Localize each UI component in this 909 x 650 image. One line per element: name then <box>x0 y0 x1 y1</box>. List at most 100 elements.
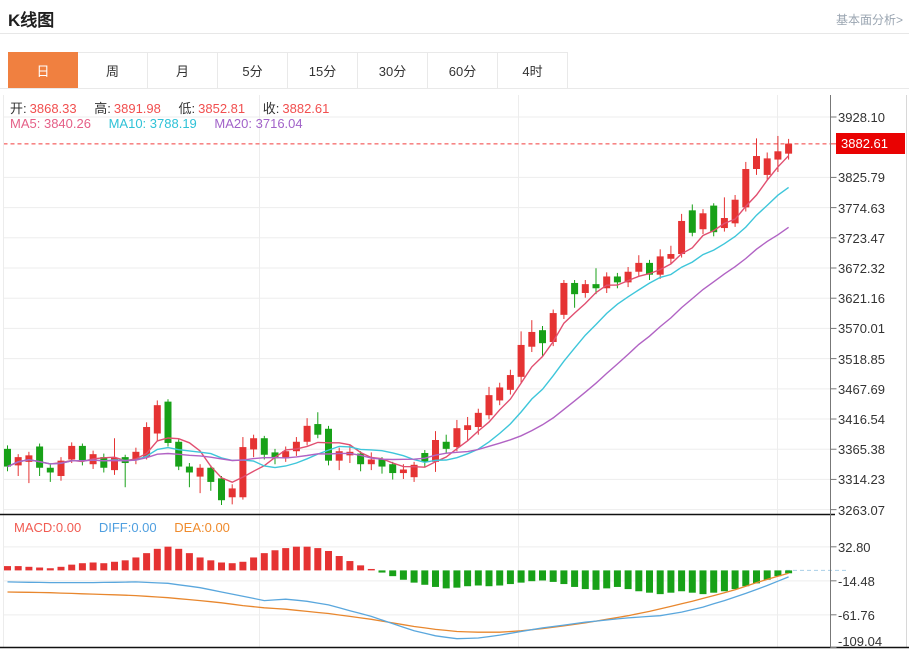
macd-bar <box>314 548 322 571</box>
macd-bar <box>517 570 525 583</box>
macd-bar <box>656 570 664 595</box>
open-label: 开: <box>10 101 27 116</box>
macd-bar <box>357 565 365 571</box>
macd-bar <box>325 550 332 571</box>
macd-bar <box>100 563 108 571</box>
kline-chart[interactable] <box>0 95 909 650</box>
macd-bar <box>646 570 653 593</box>
axis-label: 3570.01 <box>838 321 885 337</box>
axis-label: 3672.32 <box>838 261 885 276</box>
macd-bar <box>121 560 129 571</box>
candle-body <box>699 213 707 230</box>
diff-line <box>7 576 789 640</box>
tabs-underline <box>0 88 909 89</box>
candle-body <box>710 205 718 233</box>
candle-body <box>132 451 140 461</box>
ma10-value: 3788.19 <box>149 116 197 131</box>
macd-bar <box>678 570 686 592</box>
candle-body <box>410 464 418 478</box>
macd-bar <box>378 570 386 573</box>
macd-bar <box>742 570 750 587</box>
macd-bar <box>592 570 600 590</box>
candle-body <box>432 440 439 462</box>
axis-label: 3518.85 <box>838 351 885 367</box>
candle-body <box>164 401 172 443</box>
tab-30分[interactable]: 30分 <box>358 52 428 89</box>
candle-body <box>560 282 568 315</box>
candle-body <box>36 446 44 468</box>
candle-body <box>78 445 86 461</box>
candle-body <box>656 256 664 275</box>
macd-bar <box>175 548 183 571</box>
page-title: K线图 <box>8 11 55 30</box>
tab-月[interactable]: 月 <box>148 52 218 89</box>
candle-body <box>549 313 557 342</box>
axis-label: -109.04 <box>838 634 883 649</box>
candle-body <box>25 455 33 462</box>
tab-15分[interactable]: 15分 <box>288 52 358 89</box>
macd-bar <box>4 566 11 571</box>
macd-bar <box>603 570 611 589</box>
macd-bar <box>453 570 461 588</box>
candle-body <box>785 143 793 154</box>
candle-body <box>250 438 258 450</box>
candle-body <box>635 262 643 272</box>
candle-body <box>325 428 332 461</box>
candle-body <box>207 467 215 482</box>
axis-label: 3621.16 <box>838 291 885 307</box>
macd-row: MACD:0.00 DIFF:0.00 DEA:0.00 <box>14 520 244 535</box>
open-value: 3868.33 <box>29 101 77 116</box>
macd-bar <box>485 570 493 587</box>
macd-bar <box>624 570 632 590</box>
tab-4时[interactable]: 4时 <box>498 52 568 89</box>
candle-body <box>581 284 589 293</box>
candle-body <box>46 467 54 473</box>
tab-5分[interactable]: 5分 <box>218 52 288 89</box>
candle-body <box>624 271 632 283</box>
macd-bar <box>164 546 172 571</box>
candle-body <box>613 276 621 283</box>
candle-body <box>539 330 546 344</box>
candle-body <box>453 428 461 448</box>
macd-bar <box>346 561 354 571</box>
candle-body <box>153 405 161 434</box>
macd-bar <box>474 570 482 586</box>
candle-body <box>464 425 472 430</box>
candle-body <box>667 254 675 259</box>
diff-label: DIFF: <box>98 520 132 535</box>
macd-bar <box>207 560 215 571</box>
high-label: 高: <box>94 101 111 116</box>
axis-label: 3723.47 <box>838 230 885 246</box>
tab-日[interactable]: 日 <box>8 52 78 89</box>
macd-bar <box>581 570 589 590</box>
candle-body <box>378 459 386 467</box>
candle-body <box>528 331 536 347</box>
candle-body <box>421 452 429 462</box>
low-value: 3852.81 <box>198 101 246 116</box>
period-tabs: 日周月 5分 15分 30分 60分 4时 <box>8 52 568 89</box>
macd-bar <box>496 570 504 586</box>
macd-bar <box>753 570 760 584</box>
macd-label: MACD: <box>14 520 56 535</box>
macd-bar <box>389 570 397 577</box>
axis-label: 3774.63 <box>838 200 885 216</box>
tab-周[interactable]: 周 <box>78 52 148 89</box>
ma20-line <box>7 226 790 468</box>
ma20-label: MA20: <box>214 116 252 131</box>
high-value: 3891.98 <box>113 101 161 116</box>
candle-body <box>292 441 300 452</box>
candle-body <box>389 464 397 474</box>
candle-body <box>228 488 236 498</box>
ma5-label: MA5: <box>10 116 41 131</box>
macd-bar <box>720 570 728 592</box>
candle-body <box>442 441 450 449</box>
low-label: 低: <box>178 101 196 116</box>
macd-bar <box>282 548 290 571</box>
axis-label: 3467.69 <box>838 381 885 397</box>
tab-60分[interactable]: 60分 <box>428 52 498 89</box>
fundamental-analysis-link[interactable]: 基本面分析> <box>835 13 903 27</box>
candle-body <box>474 412 482 428</box>
candle-body <box>399 469 407 474</box>
ma10-line <box>7 186 790 469</box>
